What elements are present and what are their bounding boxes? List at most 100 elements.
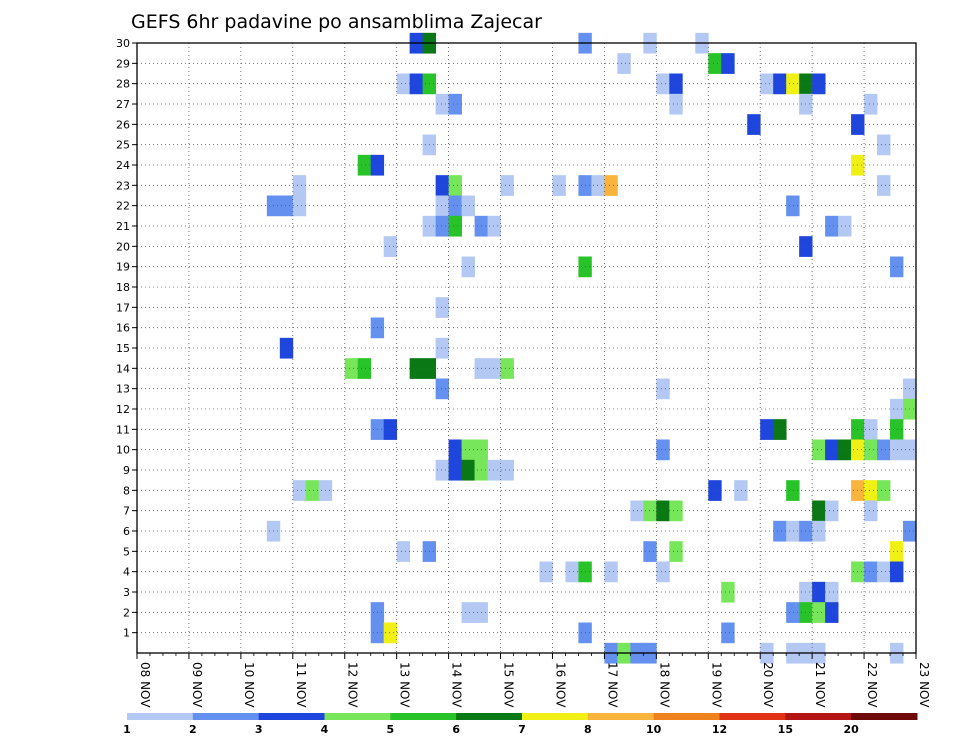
legend-label: 1 bbox=[123, 723, 131, 736]
heatmap-cell bbox=[812, 439, 826, 461]
heatmap-cell bbox=[864, 419, 878, 440]
heatmap-cell bbox=[825, 439, 839, 461]
y-tick-label: 3 bbox=[123, 586, 130, 599]
y-tick-label: 30 bbox=[116, 37, 130, 50]
legend-label: 7 bbox=[518, 723, 526, 736]
heatmap-cell bbox=[890, 561, 904, 583]
chart-title: GEFS 6hr padavine po ansamblima Zajecar bbox=[131, 11, 542, 33]
heatmap-cell bbox=[838, 215, 852, 237]
heatmap-cell bbox=[721, 622, 735, 644]
heatmap-cell bbox=[448, 175, 462, 196]
x-tick-label: 22 NOV bbox=[865, 662, 879, 708]
heatmap-cells bbox=[266, 32, 917, 664]
heatmap-cell bbox=[877, 561, 891, 583]
x-axis: 08 NOV 09 NOV 10 NOV 11 NOV 12 NOV 13 NOV 14 N… bbox=[136, 653, 931, 708]
legend-label: 4 bbox=[321, 723, 329, 736]
heatmap-cell bbox=[604, 561, 618, 583]
y-tick-label: 1 bbox=[123, 627, 130, 640]
heatmap-cell bbox=[890, 256, 904, 278]
x-tick-label: 10 NOV bbox=[242, 662, 256, 708]
heatmap-cell bbox=[448, 439, 462, 461]
heatmap-cell bbox=[448, 215, 462, 237]
heatmap-cell bbox=[292, 195, 307, 217]
y-tick-label: 16 bbox=[116, 322, 130, 335]
heatmap-cell bbox=[864, 439, 878, 461]
heatmap-cell bbox=[435, 93, 449, 115]
heatmap-cell bbox=[825, 602, 839, 623]
heatmap-cell bbox=[643, 500, 657, 522]
heatmap-cell bbox=[812, 73, 826, 95]
heatmap-cell bbox=[708, 53, 722, 74]
grid-lines bbox=[137, 43, 916, 653]
legend-label: 3 bbox=[255, 723, 263, 736]
heatmap-cell bbox=[500, 175, 514, 196]
y-tick-label: 22 bbox=[116, 200, 130, 213]
legend-swatch bbox=[522, 713, 589, 720]
heatmap-cell bbox=[448, 459, 462, 481]
legend-swatch bbox=[390, 713, 457, 720]
heatmap-cell bbox=[539, 561, 553, 583]
x-tick-label: 15 NOV bbox=[502, 662, 516, 708]
x-tick-label: 20 NOV bbox=[761, 662, 775, 708]
heatmap-cell bbox=[552, 175, 566, 196]
heatmap-cell bbox=[669, 93, 683, 115]
legend-swatch bbox=[785, 713, 852, 720]
x-tick-label: 08 NOV bbox=[138, 662, 152, 708]
heatmap-cell bbox=[864, 480, 878, 501]
color-legend: 1 2 3 4 5 6 7 8 10 12 15 20 bbox=[123, 713, 918, 736]
legend-swatch bbox=[587, 713, 655, 720]
heatmap-cell bbox=[877, 134, 891, 156]
heatmap-cell bbox=[500, 459, 514, 481]
heatmap-cell bbox=[448, 93, 462, 115]
heatmap-cell bbox=[812, 581, 826, 603]
heatmap-cell bbox=[344, 358, 359, 379]
y-tick-label: 24 bbox=[116, 159, 130, 172]
y-tick-label: 9 bbox=[123, 464, 130, 477]
y-tick-label: 25 bbox=[116, 139, 130, 152]
heatmap-cell bbox=[461, 602, 475, 623]
heatmap-cell bbox=[786, 602, 800, 623]
x-tick-label: 13 NOV bbox=[398, 662, 412, 708]
heatmap-cell bbox=[786, 73, 800, 95]
y-tick-label: 6 bbox=[123, 525, 130, 538]
heatmap-cell bbox=[721, 581, 735, 603]
heatmap-cell bbox=[461, 459, 475, 481]
y-tick-label: 29 bbox=[116, 57, 130, 70]
legend-label: 20 bbox=[844, 723, 860, 736]
legend-swatch bbox=[127, 713, 194, 720]
legend-label: 6 bbox=[452, 723, 460, 736]
heatmap-cell bbox=[825, 215, 839, 237]
y-tick-label: 8 bbox=[123, 484, 130, 497]
heatmap-cell bbox=[435, 337, 449, 359]
heatmap-cell bbox=[864, 561, 878, 583]
heatmap-cell bbox=[669, 541, 683, 562]
legend-label: 5 bbox=[387, 723, 395, 736]
y-tick-label: 11 bbox=[116, 423, 130, 436]
x-tick-label: 12 NOV bbox=[346, 662, 360, 708]
heatmap-cell bbox=[656, 439, 670, 461]
heatmap-cell bbox=[383, 419, 398, 440]
heatmap-cell bbox=[812, 602, 826, 623]
heatmap-cell bbox=[773, 419, 787, 440]
heatmap-cell bbox=[500, 358, 514, 379]
y-tick-label: 2 bbox=[123, 606, 130, 619]
heatmap-cell bbox=[435, 195, 449, 217]
heatmap-cell bbox=[812, 500, 826, 522]
legend-label: 2 bbox=[189, 723, 197, 736]
heatmap-cell bbox=[760, 419, 774, 440]
heatmap-cell bbox=[669, 500, 683, 522]
legend-label: 15 bbox=[778, 723, 793, 736]
heatmap-cell bbox=[643, 541, 657, 562]
heatmap-cell bbox=[877, 439, 891, 461]
heatmap-cell bbox=[838, 439, 852, 461]
heatmap-cell bbox=[669, 73, 683, 95]
heatmap-cell bbox=[773, 520, 787, 542]
heatmap-cell bbox=[565, 561, 579, 583]
heatmap-cell bbox=[435, 215, 449, 237]
x-tick-label: 16 NOV bbox=[553, 662, 567, 708]
heatmap-cell bbox=[487, 358, 501, 379]
legend-label: 12 bbox=[712, 723, 727, 736]
x-tick-label: 09 NOV bbox=[190, 662, 204, 708]
y-tick-label: 5 bbox=[123, 545, 130, 558]
legend-swatch bbox=[192, 713, 260, 720]
